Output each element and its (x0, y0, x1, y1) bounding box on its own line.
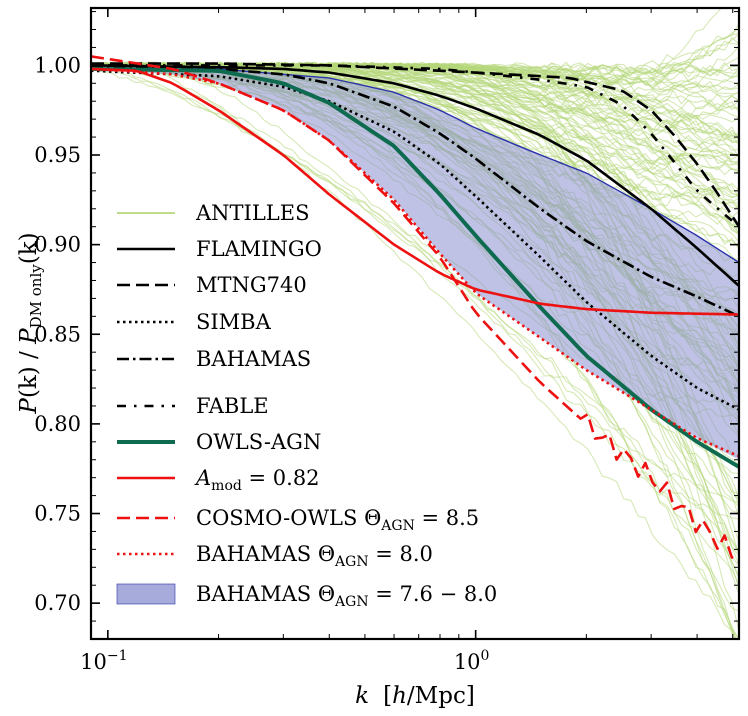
legend-label-antilles: ANTILLES (195, 201, 309, 225)
y-tick-label: 0.85 (34, 322, 81, 346)
y-tick-label: 0.75 (34, 502, 81, 526)
cosmo-value: = 8.5 (415, 506, 479, 530)
y-tick-label: 1.00 (34, 53, 81, 77)
legend-swatches (116, 212, 176, 605)
series-line-bahamas-agn-8-0 (91, 67, 739, 458)
antilles-curve (91, 63, 739, 504)
legend-label-amod: Amod = 0.82 (194, 466, 320, 494)
legend-label-bahamas-8: BAHAMAS ΘAGN = 8.0 (196, 542, 433, 570)
x-tick-label: 100 (454, 648, 490, 674)
bahamas-band-fill (91, 65, 739, 460)
legend-label-mtng740: MTNG740 (196, 273, 307, 297)
cosmo-agn-subscript: AGN (380, 518, 415, 534)
y-axis-p2: P (16, 328, 42, 345)
legend: ANTILLES FLAMINGO MTNG740 SIMBA BAHAMAS … (116, 201, 497, 610)
bahband-theta: Θ (318, 582, 335, 606)
x-axis-bracket: [ (383, 683, 392, 709)
series-layer (91, 55, 739, 564)
legend-label-cosmo-owls: COSMO-OWLS ΘAGN = 8.5 (196, 506, 479, 534)
bah8-name: BAHAMAS (196, 542, 318, 566)
bahband-value: = 7.6 − 8.0 (369, 582, 498, 606)
y-tick-label: 0.95 (34, 143, 81, 167)
series-line-owls-agn (91, 66, 739, 469)
bah8-theta: Θ (318, 542, 335, 566)
cosmo-name: COSMO-OWLS (196, 506, 364, 530)
bah8-value: = 8.0 (369, 542, 433, 566)
antilles-curve (91, 63, 739, 475)
legend-label-owls-agn: OWLS-AGN (196, 430, 321, 454)
bahband-agn-subscript: AGN (334, 594, 369, 610)
amod-symbol: A (194, 466, 211, 490)
series-line-simba (91, 69, 739, 411)
x-axis-units: /Mpc] (407, 683, 475, 709)
axis-ticks: 0.70 0.75 0.80 0.85 0.90 0.95 1.00 10−1 100 (34, 8, 739, 674)
y-axis-subscript: DM only (27, 264, 45, 329)
y-tick-label: 0.80 (34, 412, 81, 436)
y-axis-p1: P (16, 398, 42, 415)
cosmo-theta: Θ (364, 506, 381, 530)
legend-label-simba: SIMBA (196, 310, 272, 334)
y-axis-k1: (k) / (16, 344, 42, 398)
series-line-cosmo-owls-agn-8-5 (91, 55, 739, 564)
legend-label-bahamas-band: BAHAMAS ΘAGN = 7.6 − 8.0 (196, 582, 497, 610)
series-line-a-mod-0-82 (91, 67, 739, 316)
legend-swatch-bahamas-band (116, 583, 176, 605)
y-axis-title: P(k) / PDM only(k) (16, 232, 45, 414)
y-tick-label: 0.70 (34, 591, 81, 615)
bah8-agn-subscript: AGN (334, 554, 369, 570)
legend-label-flamingo: FLAMINGO (196, 237, 322, 261)
x-axis-h: h (392, 683, 407, 709)
y-axis-k2: (k) (16, 232, 42, 264)
x-tick-label: 10−1 (80, 648, 127, 674)
antilles-curve (91, 63, 738, 639)
legend-label-fable: FABLE (196, 394, 269, 418)
amod-subscript: mod (211, 478, 242, 494)
plot-frame (89, 6, 741, 641)
y-tick-label: 0.90 (34, 233, 81, 257)
x-axis-k: k (355, 683, 369, 709)
antilles-curve (91, 67, 739, 552)
series-line-mtng740 (91, 62, 739, 228)
legend-label-bahamas: BAHAMAS (196, 347, 311, 371)
bahband-name: BAHAMAS (196, 582, 318, 606)
amod-value: = 0.82 (242, 466, 320, 490)
series-line-flamingo (91, 64, 739, 287)
x-axis-title: k [h/Mpc] (355, 683, 475, 709)
